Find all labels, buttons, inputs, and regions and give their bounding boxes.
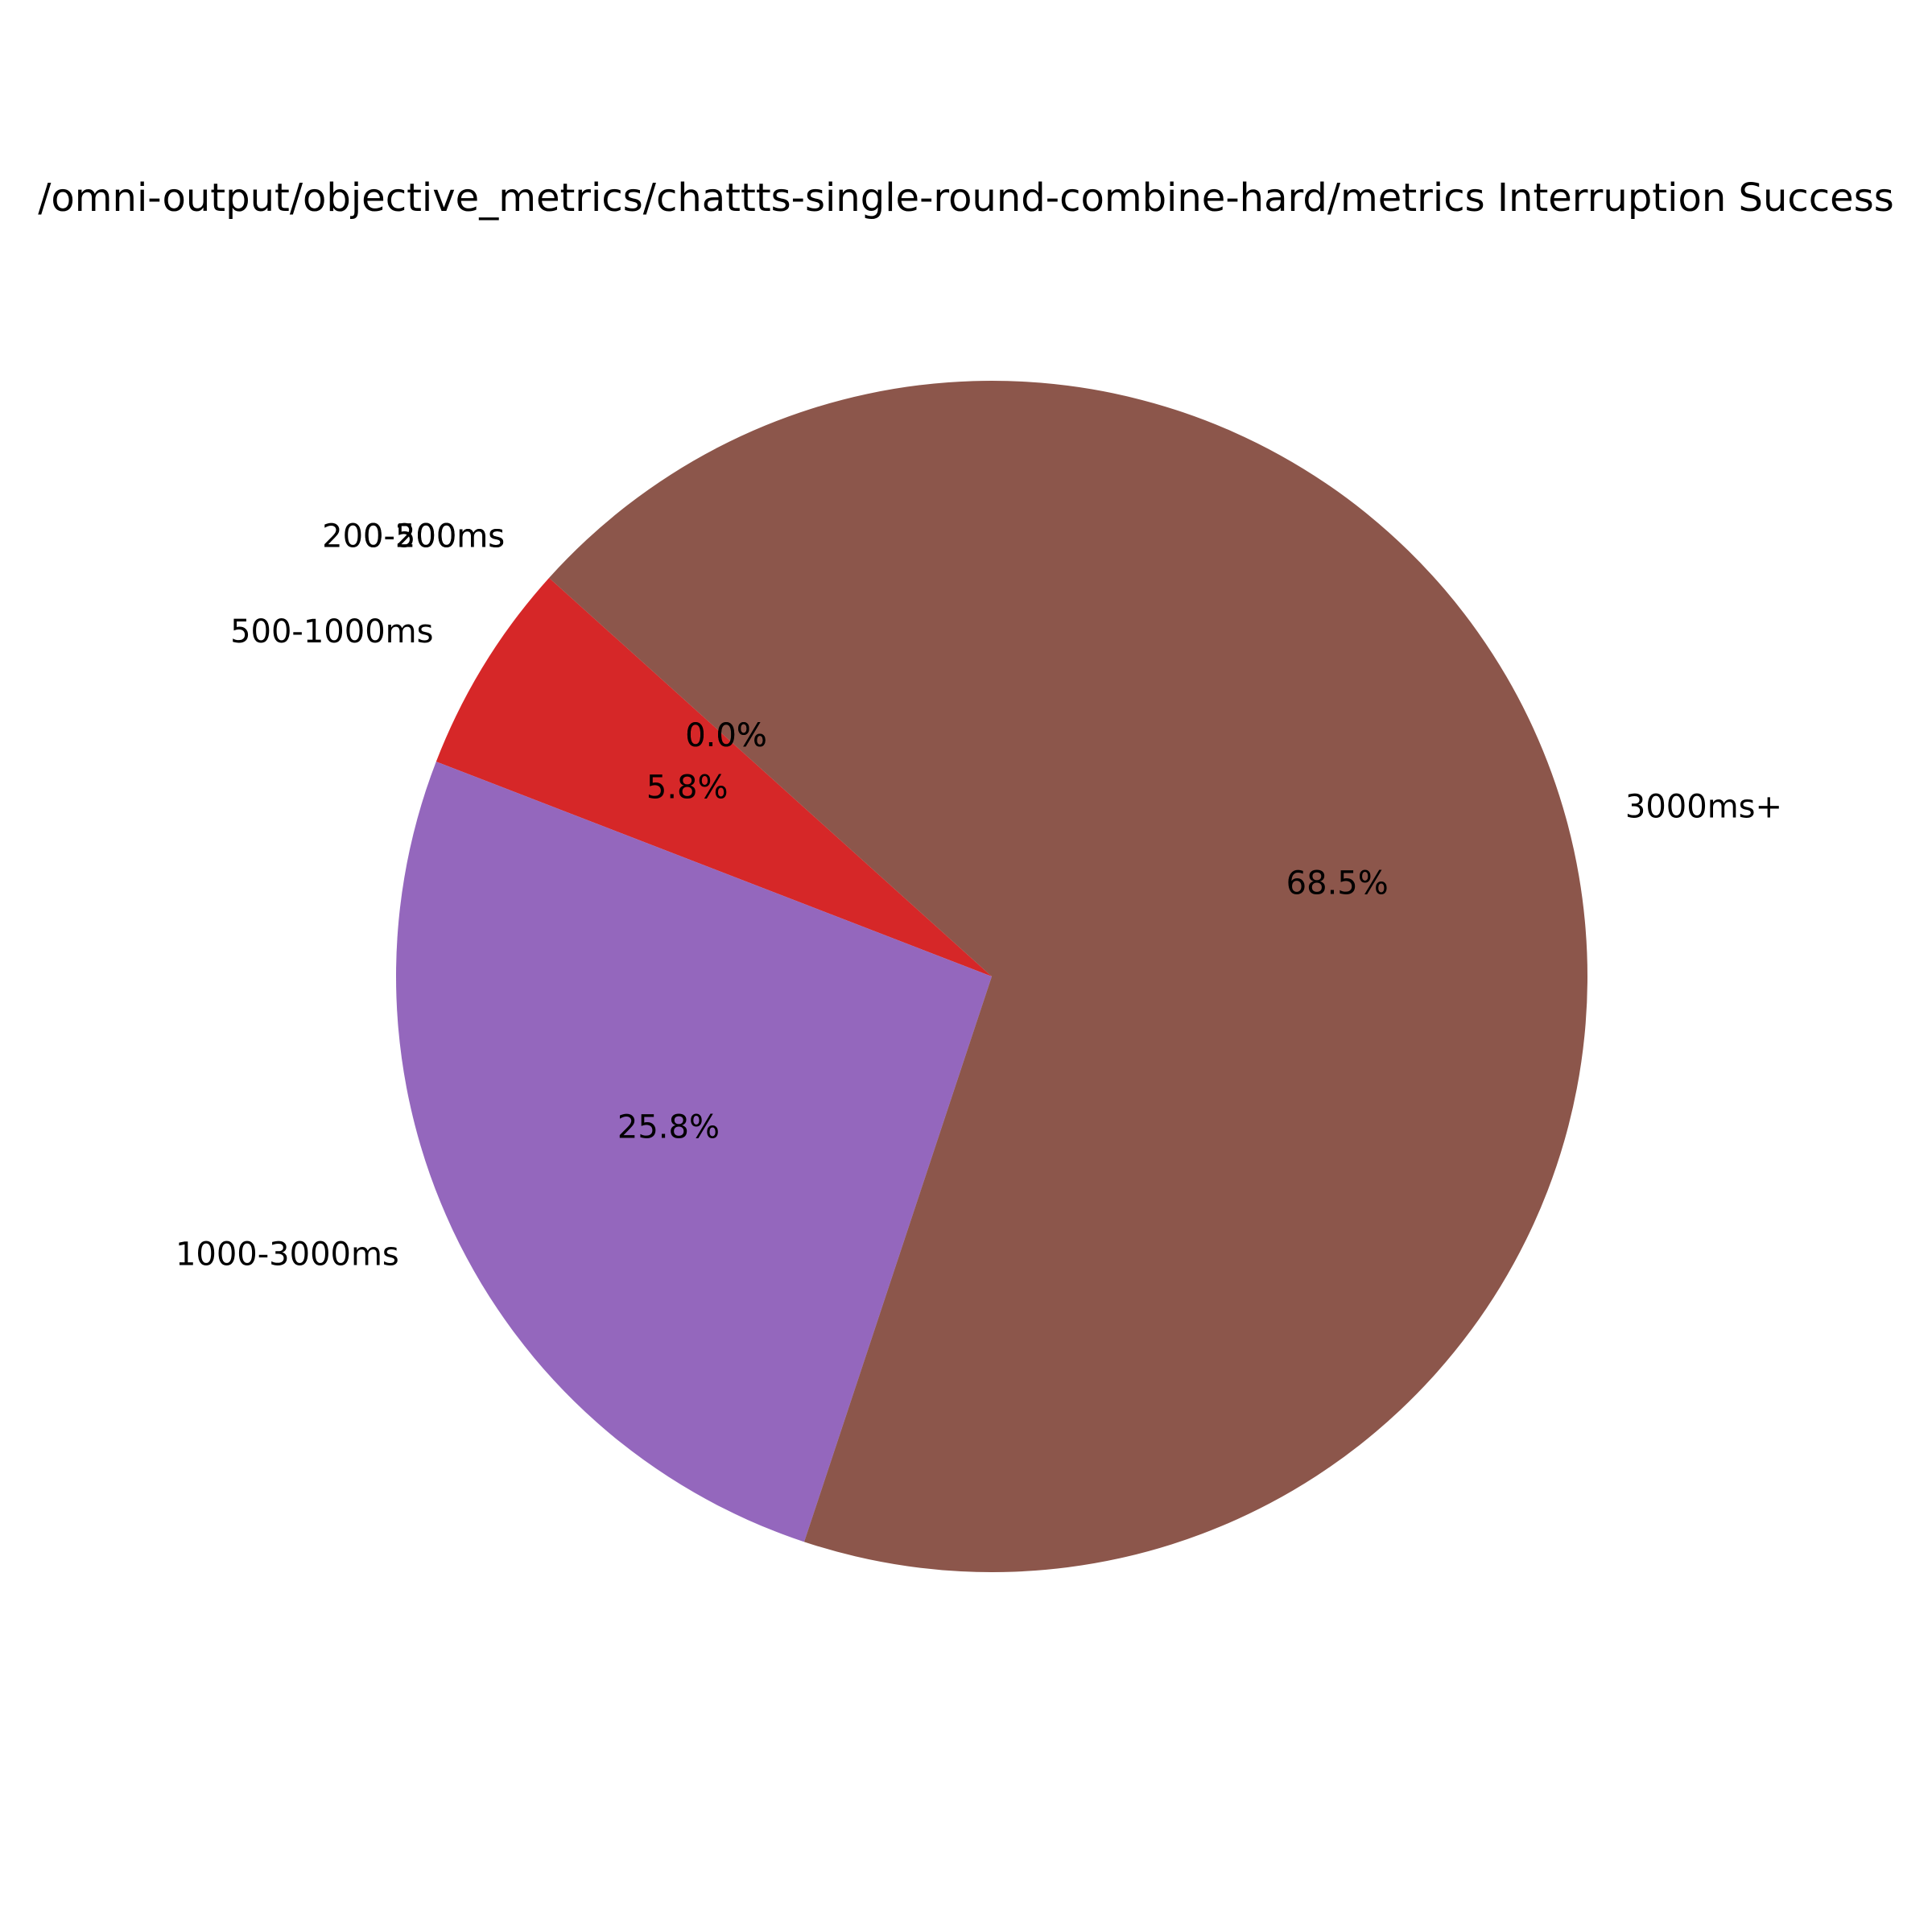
percent-label-1000-3000ms: 25.8% bbox=[617, 1108, 720, 1146]
percent-label-0-200ms: 0.0% bbox=[685, 717, 767, 754]
pie-slice-3000ms bbox=[549, 380, 1588, 1572]
percent-label-3000ms: 68.5% bbox=[1286, 865, 1389, 902]
category-label-200-500ms: 200-500ms bbox=[322, 518, 505, 555]
category-label-0-200ms: 0-200ms bbox=[363, 518, 505, 555]
category-label-1000-3000ms: 1000-3000ms bbox=[175, 1236, 399, 1273]
pie-slice-500-1000ms bbox=[436, 577, 992, 976]
category-label-500-1000ms: 500-1000ms bbox=[230, 613, 433, 650]
category-label-3000ms: 3000ms+ bbox=[1625, 789, 1782, 826]
percent-label-500-1000ms: 5.8% bbox=[646, 770, 729, 807]
chart-title: /omni-output/objective_metrics/chattts-s… bbox=[38, 175, 1893, 221]
percent-labels: 0.0%0.0%5.8%25.8%68.5% bbox=[617, 717, 1389, 1146]
pie-slices bbox=[396, 380, 1588, 1572]
pie-slice-1000-3000ms bbox=[396, 762, 993, 1542]
percent-label-200-500ms: 0.0% bbox=[685, 717, 767, 754]
